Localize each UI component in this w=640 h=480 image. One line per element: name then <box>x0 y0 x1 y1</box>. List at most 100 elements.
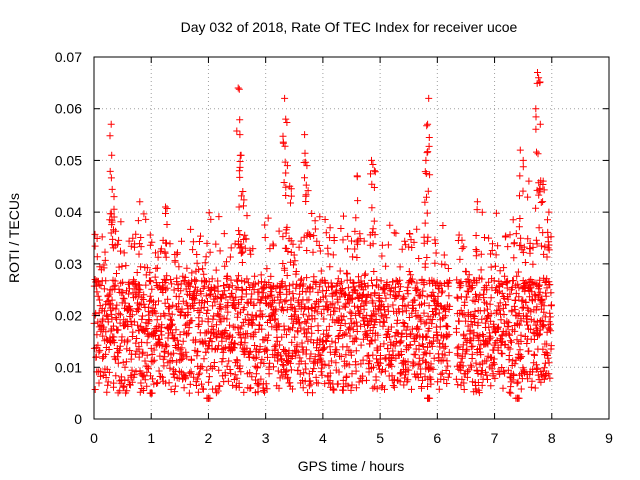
data-point <box>135 250 143 258</box>
data-point <box>336 305 344 313</box>
data-point <box>247 295 255 303</box>
data-point <box>150 356 158 364</box>
data-point <box>360 237 368 245</box>
data-point <box>297 276 305 284</box>
data-point <box>380 317 387 325</box>
data-point <box>246 369 254 377</box>
data-point <box>369 240 377 248</box>
data-point <box>313 308 321 316</box>
data-point <box>228 338 235 346</box>
data-point <box>526 245 534 253</box>
data-point <box>537 199 545 206</box>
data-point <box>354 236 362 244</box>
data-point <box>432 249 440 257</box>
data-point <box>339 236 347 244</box>
data-point <box>347 351 355 359</box>
data-point <box>303 247 311 254</box>
data-point <box>474 379 482 386</box>
data-point <box>484 376 491 383</box>
data-point <box>535 224 543 232</box>
data-point <box>114 326 122 334</box>
data-point <box>91 230 99 238</box>
data-point <box>137 263 145 271</box>
data-point <box>302 198 310 205</box>
data-point <box>321 216 329 223</box>
x-tick-label: 2 <box>205 430 213 446</box>
data-point <box>510 254 518 262</box>
data-point <box>110 205 118 213</box>
data-point <box>171 382 179 390</box>
x-tick-label: 1 <box>147 430 155 446</box>
data-point <box>367 170 374 178</box>
data-point <box>337 225 345 232</box>
data-point <box>258 325 266 333</box>
data-point <box>516 146 524 154</box>
data-point <box>504 343 512 351</box>
data-point <box>406 341 414 349</box>
data-point <box>428 320 436 328</box>
data-point <box>353 328 361 335</box>
data-point <box>503 284 511 292</box>
data-point <box>275 227 283 235</box>
data-point <box>105 301 113 309</box>
data-point <box>210 312 218 320</box>
data-point <box>414 374 422 382</box>
data-point <box>474 319 482 327</box>
data-point <box>306 233 314 240</box>
data-point <box>476 345 483 353</box>
data-point <box>505 319 513 327</box>
data-point <box>280 179 288 186</box>
data-point <box>491 374 499 382</box>
data-point <box>498 350 506 358</box>
data-point <box>366 357 374 365</box>
data-point <box>171 257 179 265</box>
data-point <box>273 337 281 345</box>
data-point <box>302 346 310 354</box>
data-point <box>374 283 382 291</box>
data-point <box>103 335 111 343</box>
data-point <box>213 321 220 329</box>
data-point <box>461 298 469 306</box>
data-point <box>416 360 424 368</box>
data-point <box>283 162 291 170</box>
data-point <box>173 336 181 344</box>
data-point <box>301 174 308 182</box>
data-point <box>93 253 101 261</box>
data-point <box>287 366 295 374</box>
data-point <box>310 357 318 365</box>
data-point <box>148 351 156 358</box>
data-point <box>467 361 475 369</box>
data-point <box>143 368 151 376</box>
data-point <box>278 278 286 286</box>
data-point <box>531 292 539 300</box>
data-point <box>236 325 244 333</box>
data-point <box>466 326 474 334</box>
data-point <box>441 261 449 269</box>
data-point <box>348 381 356 389</box>
data-point <box>132 368 140 376</box>
data-point <box>384 241 392 249</box>
data-point <box>106 210 114 218</box>
data-point <box>427 375 435 383</box>
data-point <box>377 352 384 359</box>
data-point <box>238 277 246 285</box>
data-point <box>513 272 521 280</box>
data-point <box>323 333 331 341</box>
data-point <box>271 315 279 323</box>
data-point <box>129 328 137 336</box>
data-point <box>301 360 309 368</box>
data-point <box>504 295 512 303</box>
data-point <box>516 354 524 362</box>
data-point <box>108 151 116 159</box>
data-point <box>226 366 234 373</box>
data-point <box>293 341 301 349</box>
data-point <box>113 270 120 277</box>
data-point <box>519 163 527 171</box>
data-point <box>135 353 143 361</box>
data-point <box>329 251 337 259</box>
data-point <box>353 254 361 261</box>
data-point <box>463 287 471 295</box>
data-point <box>201 299 208 307</box>
data-point <box>165 379 173 387</box>
data-point <box>162 276 170 284</box>
